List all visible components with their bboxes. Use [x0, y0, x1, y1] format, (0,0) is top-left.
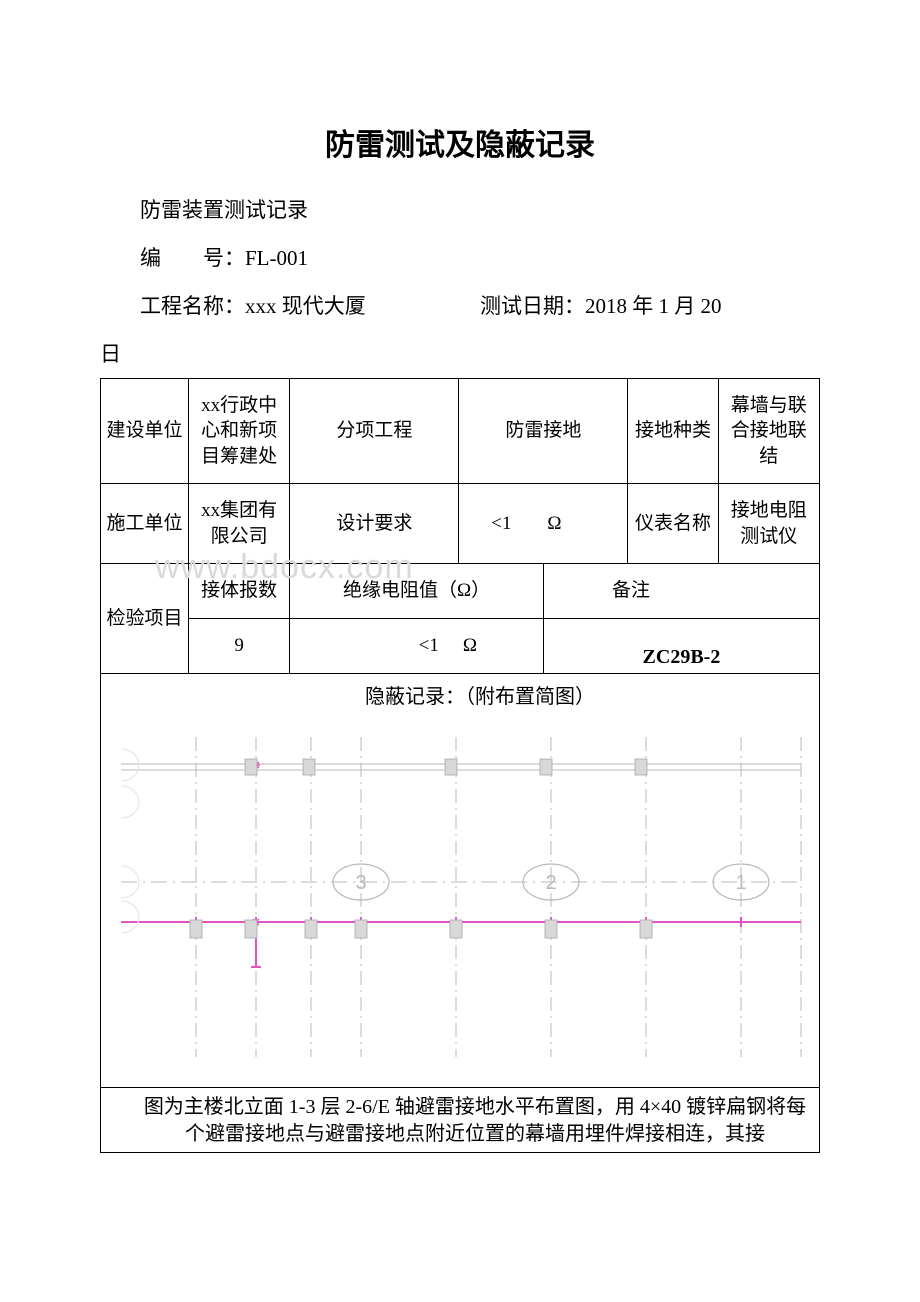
cell-inspect-item-label: 检验项目	[101, 564, 189, 674]
cell-construct-unit-value: xx集团有限公司	[188, 484, 289, 564]
cell-body-count-label: 接体报数	[188, 564, 289, 619]
test-date-value: 2018 年 1 月 20	[585, 294, 722, 318]
cell-ground-type-label: 接地种类	[628, 379, 718, 484]
cell-subproject-value: 防雷接地	[459, 379, 628, 484]
cell-design-req-label: 设计要求	[290, 484, 459, 564]
table-row: 建设单位 xx行政中心和新项目筹建处 分项工程 防雷接地 接地种类 幕墙与联合接…	[101, 379, 820, 484]
doc-number-line: 编 号：FL-001	[140, 242, 820, 272]
date-tail: 日	[100, 338, 820, 368]
cell-construct-unit-label: 施工单位	[101, 484, 189, 564]
main-table: 建设单位 xx行政中心和新项目筹建处 分项工程 防雷接地 接地种类 幕墙与联合接…	[100, 378, 820, 1153]
table-row: 图为主楼北立面 1-3 层 2-6/E 轴避雷接地水平布置图，用 4×40 镀锌…	[101, 1088, 820, 1153]
diagram-cell: 隐蔽记录：（附布置简图） 3 2 1	[101, 674, 820, 1088]
table-row: 施工单位 xx集团有限公司 设计要求 <1 Ω 仪表名称 接地电阻测试仪	[101, 484, 820, 564]
cell-blank	[718, 564, 819, 619]
project-name: xxx 现代大厦	[245, 294, 366, 318]
svg-text:3: 3	[355, 872, 366, 894]
page-title: 防雷测试及隐蔽记录	[100, 120, 820, 164]
cell-resistance-num: <1	[290, 619, 459, 674]
svg-text:2: 2	[545, 872, 556, 894]
cell-zc-value: ZC29B-2	[543, 619, 819, 674]
layout-diagram: 3 2 1	[101, 717, 819, 1077]
diagram-caption: 图为主楼北立面 1-3 层 2-6/E 轴避雷接地水平布置图，用 4×40 镀锌…	[101, 1088, 820, 1153]
cell-build-unit-value: xx行政中心和新项目筹建处	[188, 379, 289, 484]
doc-no-value: FL-001	[245, 246, 308, 270]
cell-ground-type-value: 幕墙与联合接地联结	[718, 379, 819, 484]
table-row: 检验项目 接体报数 绝缘电阻值（Ω） 备注	[101, 564, 820, 619]
doc-no-label: 编 号：	[140, 246, 245, 270]
table-row: 9 <1 Ω ZC29B-2	[101, 619, 820, 674]
project-label: 工程名称：	[140, 294, 245, 318]
zc-model: ZC29B-2	[643, 646, 721, 668]
project-date-line: 工程名称：xxx 现代大厦 测试日期：2018 年 1 月 20	[100, 290, 820, 320]
cell-resistance-label: 绝缘电阻值（Ω）	[290, 564, 544, 619]
cell-instrument-value: 接地电阻测试仪	[718, 484, 819, 564]
table-row: 隐蔽记录：（附布置简图） 3 2 1	[101, 674, 820, 1088]
diagram-label: 隐蔽记录：（附布置简图）	[101, 684, 819, 711]
test-date-label: 测试日期：	[480, 294, 585, 318]
cell-subproject-label: 分项工程	[290, 379, 459, 484]
cell-remark-label: 备注	[543, 564, 718, 619]
cell-design-req-unit: Ω	[543, 484, 628, 564]
cell-resistance-unit: Ω	[459, 619, 544, 674]
diagram-svg-wrap: 3 2 1	[101, 717, 819, 1087]
subtitle: 防雷装置测试记录	[140, 194, 820, 224]
cell-build-unit-label: 建设单位	[101, 379, 189, 484]
cell-design-req-num: <1	[459, 484, 544, 564]
cell-instrument-label: 仪表名称	[628, 484, 718, 564]
cell-body-count-value: 9	[188, 619, 289, 674]
svg-text:1: 1	[735, 872, 746, 894]
